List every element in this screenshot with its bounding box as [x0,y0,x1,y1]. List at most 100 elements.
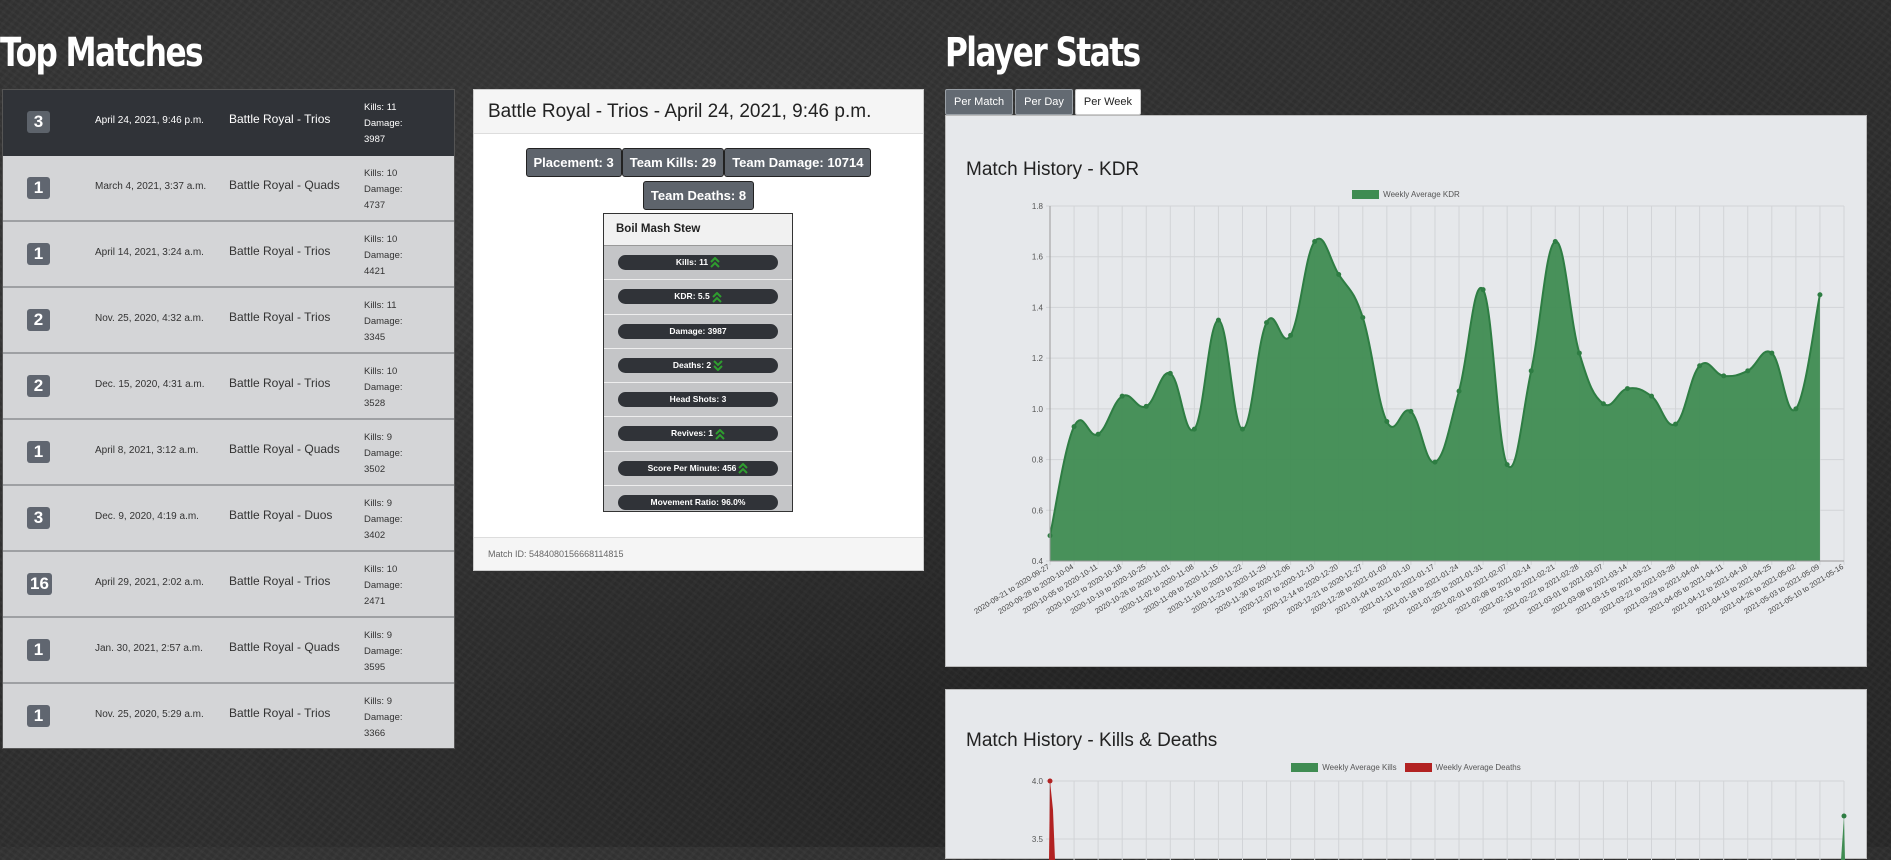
match-stats: Kills: 9 Damage: 3595 [364,628,444,676]
kdr-point[interactable] [1071,424,1077,430]
match-kills: Kills: 9 [364,432,392,443]
y-tick-label: 1.6 [1032,253,1044,262]
match-damage-label: Damage: [364,118,403,129]
placement-badge: 2 [27,375,50,397]
match-kills: Kills: 11 [364,300,397,311]
match-stats: Kills: 10 Damage: 2471 [364,562,444,610]
kdr-point[interactable] [1191,426,1197,432]
placement-badge: 1 [27,177,50,199]
kdr-point[interactable] [1673,421,1679,427]
y-tick-label: 0.4 [1032,557,1044,566]
kdr-point[interactable] [1312,239,1318,244]
kdr-point[interactable] [1264,320,1270,326]
match-row[interactable]: 1 March 4, 2021, 3:37 a.m. Battle Royal - … [3,156,454,222]
kdr-point[interactable] [1745,368,1751,374]
y-tick-label: 1.2 [1032,354,1044,363]
legend-swatch [1291,763,1319,773]
match-damage: 3402 [364,530,386,541]
player-stat-row: Head Shots: 3 [604,383,792,418]
match-stats: Kills: 10 Damage: 4737 [364,166,444,214]
kdr-point[interactable] [1624,386,1630,392]
kdr-point[interactable] [1649,393,1655,399]
match-damage: 3366 [364,728,386,739]
match-row[interactable]: 1 Jan. 30, 2021, 2:57 a.m. Battle Royal - … [3,618,454,684]
player-stats-heading: Player Stats [945,30,1141,76]
kdr-point[interactable] [1817,292,1823,298]
match-row[interactable]: 2 Nov. 25, 2020, 4:32 a.m. Battle Royal - … [3,288,454,354]
kills-point[interactable] [1841,813,1847,819]
deaths-point[interactable] [1047,778,1053,784]
match-damage: 3345 [364,332,386,343]
match-row[interactable]: 1 Nov. 25, 2020, 5:29 a.m. Battle Royal - … [3,684,454,748]
legend-item[interactable]: Weekly Average KDR [1352,190,1460,200]
kdr-point[interactable] [1697,363,1703,369]
tab-per-week[interactable]: Per Week [1074,89,1141,115]
kdr-point[interactable] [1119,393,1125,399]
match-row[interactable]: 3 April 24, 2021, 9:46 p.m. Battle Royal -… [3,90,454,156]
match-date: April 24, 2021, 9:46 p.m. [95,115,204,126]
double-chevron-down-icon [713,360,723,372]
kdr-point[interactable] [1239,426,1245,432]
kdr-point[interactable] [1793,406,1799,412]
top-matches-heading: Top Matches [0,30,204,76]
tab-per-day[interactable]: Per Day [1015,89,1073,115]
match-damage-label: Damage: [364,250,403,261]
kdr-point[interactable] [1480,287,1486,293]
player-stat-label: KDR: 5.5 [674,291,710,302]
match-mode: Battle Royal - Trios [229,706,331,720]
player-stat-pill: Kills: 11 [618,255,778,270]
kdr-point[interactable] [1095,431,1101,437]
kdr-chart-card: Match History - KDR Weekly Average KDR 0… [945,115,1867,667]
y-tick-label: 1.0 [1032,405,1044,414]
kdr-point[interactable] [1384,419,1390,425]
kdr-point[interactable] [1528,368,1534,374]
kdr-point[interactable] [1576,350,1582,356]
team-stats-badges: Placement: 3 Team Kills: 29 Team Damage: 1… [474,148,923,214]
tab-per-match[interactable]: Per Match [945,89,1014,115]
player-stat-label: Score Per Minute: 456 [647,462,737,473]
kdr-point[interactable] [1504,462,1510,468]
period-tabs: Per Match Per Day Per Week [945,89,1141,115]
kdr-point[interactable] [1167,370,1173,376]
legend-item[interactable]: Weekly Average Deaths [1404,763,1521,773]
y-tick-label: 1.4 [1032,303,1044,312]
match-damage-label: Damage: [364,184,403,195]
kdr-point[interactable] [1336,271,1342,277]
match-row[interactable]: 16 April 29, 2021, 2:02 a.m. Battle Royal … [3,552,454,618]
top-matches-list: 3 April 24, 2021, 9:46 p.m. Battle Royal -… [2,89,455,749]
match-row[interactable]: 1 April 8, 2021, 3:12 a.m. Battle Royal - … [3,420,454,486]
match-date: Nov. 25, 2020, 4:32 a.m. [95,313,204,324]
match-mode: Battle Royal - Quads [229,442,340,456]
kdr-point[interactable] [1552,239,1558,244]
kdr-point[interactable] [1721,373,1727,379]
player-stat-pill: Head Shots: 3 [618,392,778,408]
team-stat-badge: Placement: 3 [525,148,622,177]
match-row[interactable]: 1 April 14, 2021, 3:24 a.m. Battle Royal -… [3,222,454,288]
legend-label: Weekly Average Kills [1322,763,1397,772]
y-tick-label: 0.6 [1032,506,1044,515]
match-damage-label: Damage: [364,580,403,591]
match-row[interactable]: 3 Dec. 9, 2020, 4:19 a.m. Battle Royal - D… [3,486,454,552]
kdr-point[interactable] [1408,408,1414,414]
team-deaths-badge: Team Deaths: 8 [642,181,755,210]
match-mode: Battle Royal - Trios [229,376,331,390]
placement-badge: 3 [27,507,50,529]
match-kills: Kills: 9 [364,696,392,707]
kdr-point[interactable] [1288,332,1294,338]
match-damage: 3595 [364,662,386,673]
kdr-point[interactable] [1432,459,1438,465]
team-stat-badge: Team Damage: 10714 [724,148,872,177]
kdr-point[interactable] [1143,403,1149,409]
player-stat-label: Damage: 3987 [669,325,727,336]
kdr-point[interactable] [1215,317,1221,323]
match-row[interactable]: 2 Dec. 15, 2020, 4:31 a.m. Battle Royal - … [3,354,454,420]
match-damage-label: Damage: [364,316,403,327]
kdr-point[interactable] [1456,388,1462,394]
legend-swatch [1352,190,1380,200]
kdr-point[interactable] [1769,350,1775,356]
player-stat-label: Kills: 11 [675,257,709,267]
match-damage: 4421 [364,266,386,277]
kdr-point[interactable] [1600,401,1606,407]
legend-item[interactable]: Weekly Average Kills [1291,763,1397,773]
kdr-point[interactable] [1360,315,1366,321]
